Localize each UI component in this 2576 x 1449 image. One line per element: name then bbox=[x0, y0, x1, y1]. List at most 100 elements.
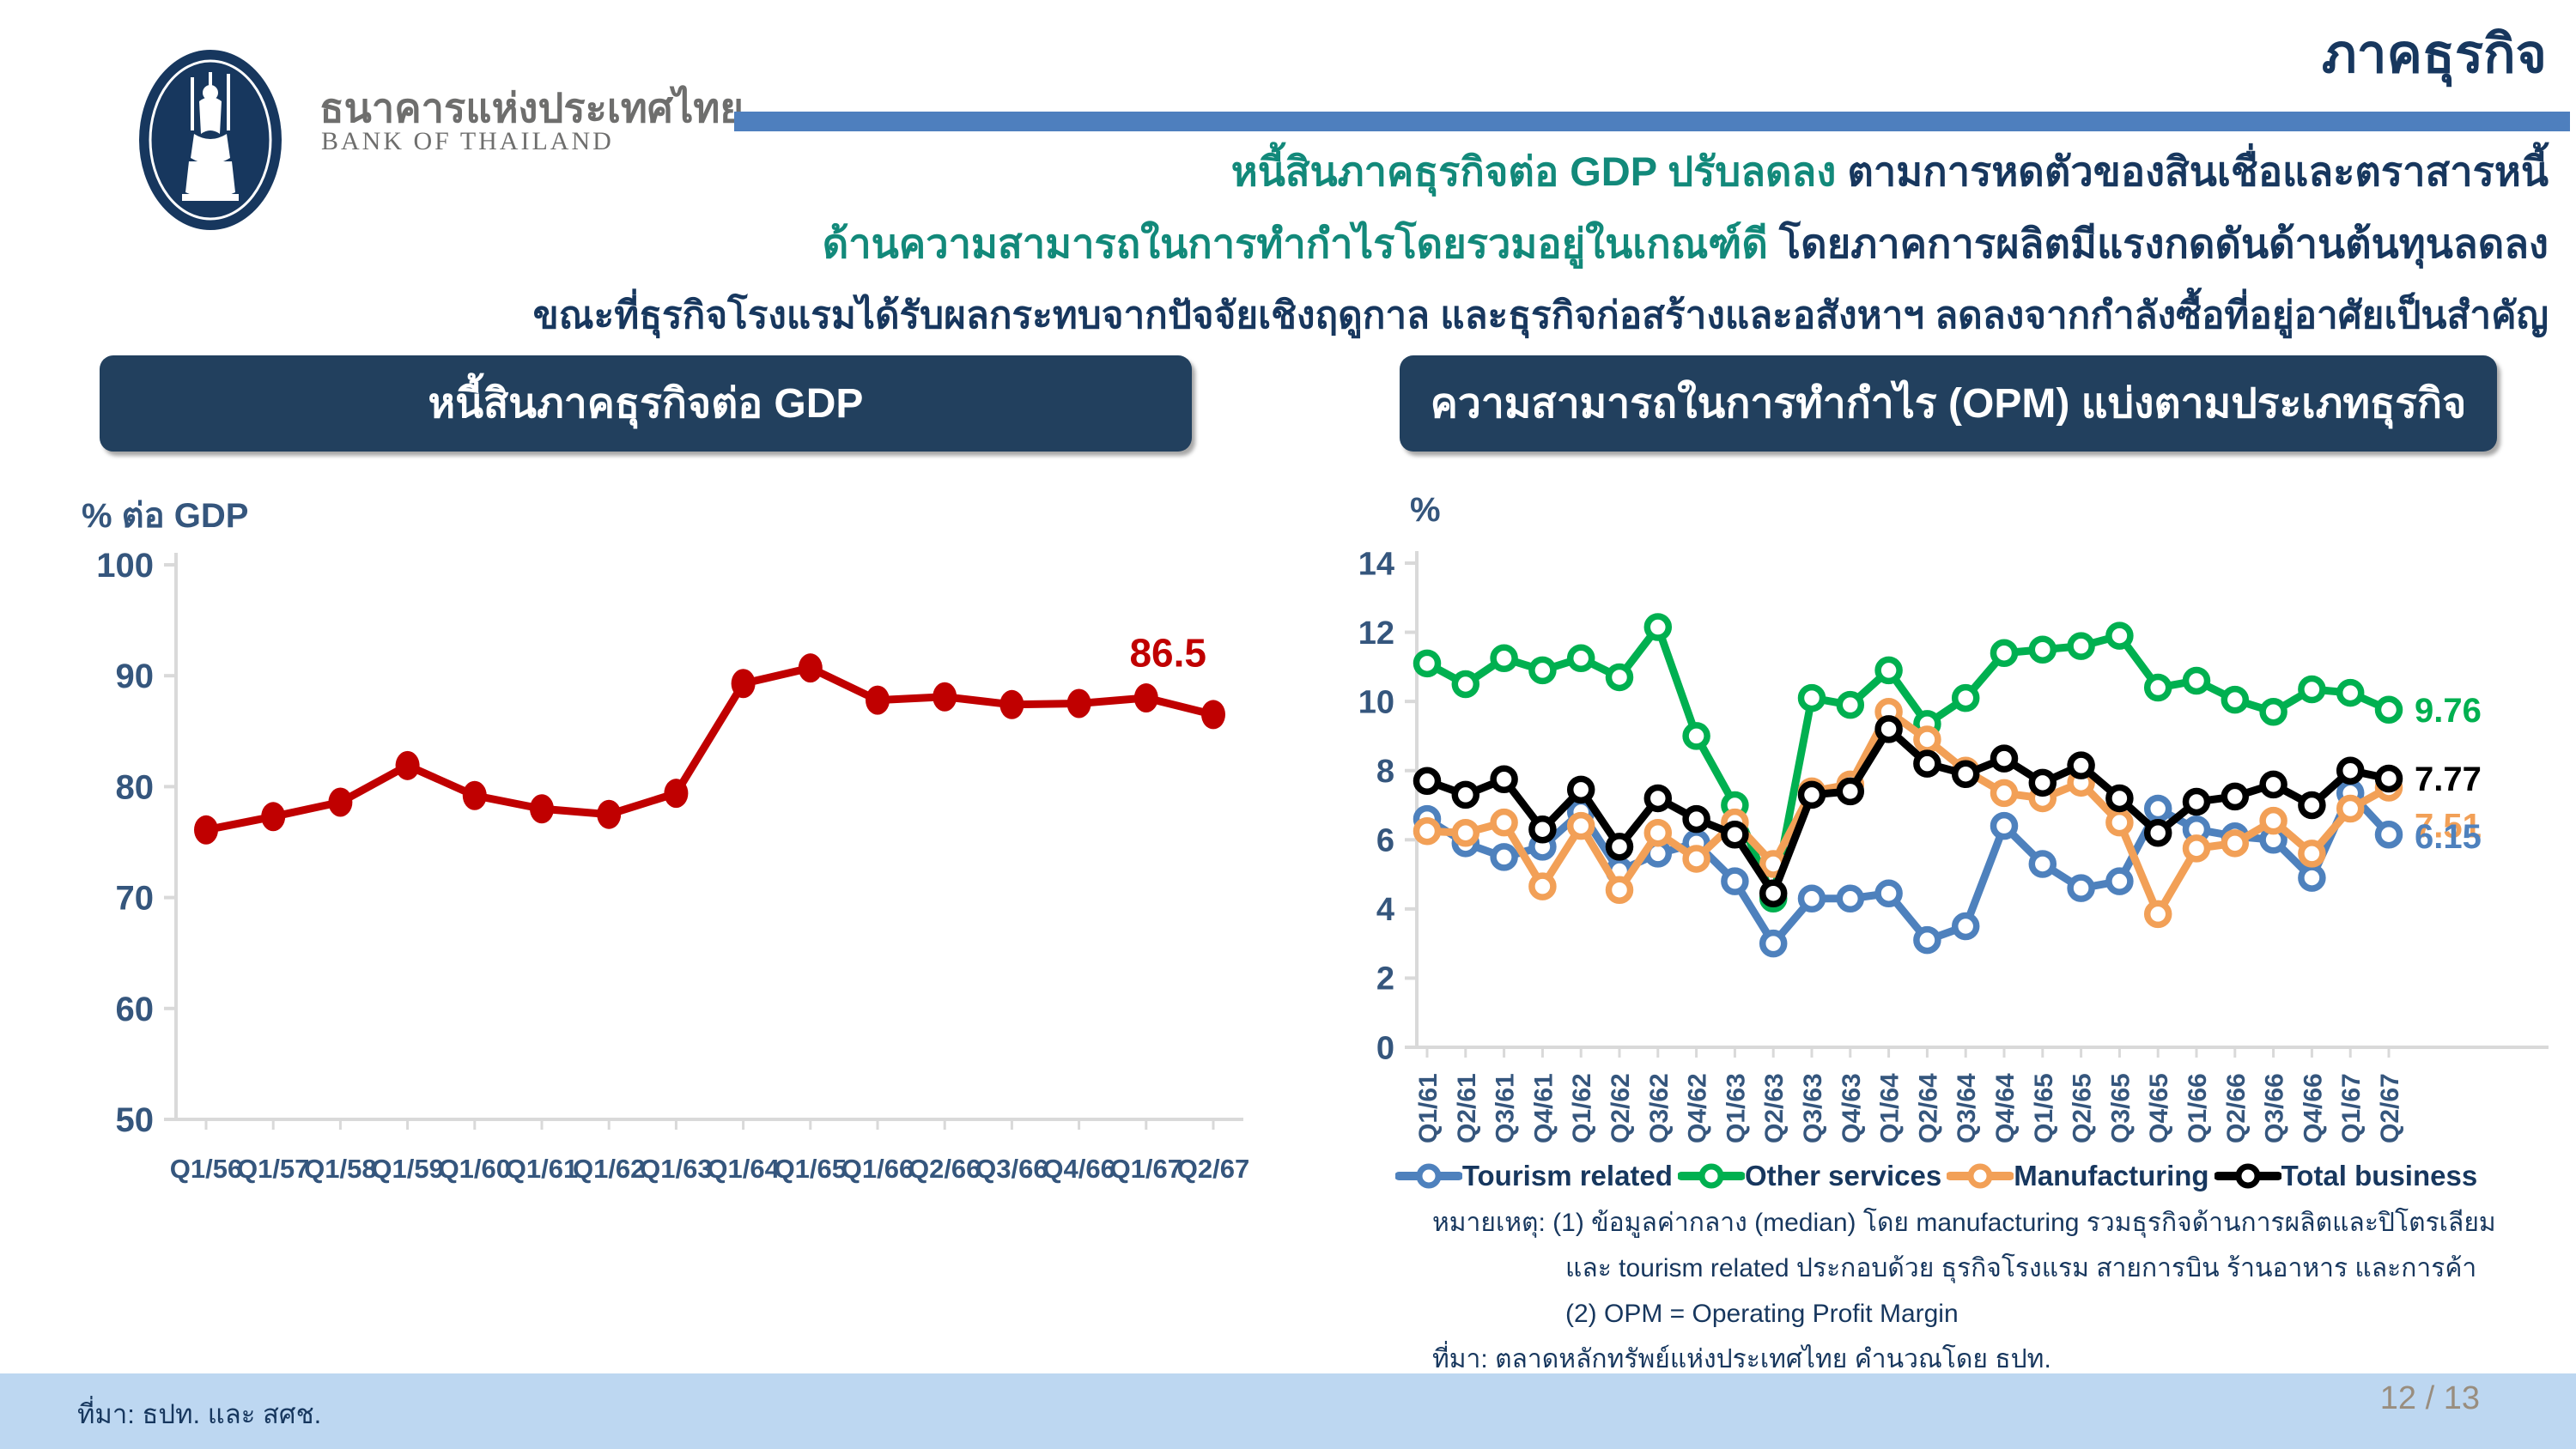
x-tick-label: Q3/63 bbox=[1799, 1073, 1827, 1143]
y-tick-label: 2 bbox=[1376, 961, 1394, 997]
legend-item: Manufacturing bbox=[1947, 1159, 2209, 1193]
x-tick-label: Q3/61 bbox=[1492, 1073, 1520, 1143]
x-tick-label: Q4/65 bbox=[2145, 1073, 2173, 1143]
x-tick-label: Q1/66 bbox=[841, 1154, 914, 1184]
x-tick-label: Q1/61 bbox=[1414, 1073, 1443, 1143]
x-tick-label: Q1/59 bbox=[371, 1154, 443, 1184]
headline-line-1: หนี้สินภาคธุรกิจต่อ GDP ปรับลดลง ตามการห… bbox=[533, 136, 2549, 208]
x-tick-label: Q4/64 bbox=[1991, 1073, 2020, 1143]
data-point bbox=[1528, 656, 1557, 685]
data-point bbox=[2374, 820, 2403, 849]
footnote-line: และ tourism related ประกอบด้วย ธุรกิจโรง… bbox=[1565, 1254, 2477, 1282]
data-point bbox=[1951, 912, 1980, 941]
footnotes-block: หมายเหตุ: (1) ข้อมูลค่ากลาง (median) โดย… bbox=[1432, 1200, 2496, 1382]
data-point bbox=[2182, 666, 2211, 695]
x-tick-label: Q2/63 bbox=[1760, 1073, 1789, 1143]
data-point bbox=[1490, 765, 1518, 794]
data-point bbox=[194, 815, 218, 845]
x-tick-label: Q3/66 bbox=[975, 1154, 1048, 1184]
data-point bbox=[1643, 784, 1673, 813]
data-point bbox=[1913, 925, 1941, 955]
footer-bar bbox=[0, 1373, 2576, 1449]
data-point bbox=[2067, 751, 2095, 779]
data-point bbox=[2067, 632, 2095, 660]
x-tick-label: Q1/64 bbox=[707, 1154, 780, 1184]
data-point bbox=[1951, 683, 1980, 712]
data-point bbox=[1990, 779, 2019, 808]
y-tick-label: 100 bbox=[96, 547, 154, 585]
x-tick-label: Q1/62 bbox=[573, 1154, 645, 1184]
headline-2-highlight: ด้านความสามารถในการทำกำไรโดยรวมอยู่ในเกณ… bbox=[822, 221, 1768, 266]
legend-item: Tourism related bbox=[1394, 1159, 1673, 1193]
y-tick-label: 50 bbox=[116, 1101, 155, 1139]
bank-name-thai: ธนาคารแห่งประเทศไทย bbox=[319, 85, 744, 130]
series-total-business bbox=[1413, 715, 2403, 907]
logo-inner-ring-icon bbox=[149, 59, 272, 221]
end-value-label: 7.51 bbox=[2415, 807, 2482, 845]
end-value-label: 9.76 bbox=[2415, 692, 2482, 730]
y-tick-label: 14 bbox=[1358, 546, 1394, 582]
x-tick-label: Q1/57 bbox=[237, 1154, 309, 1184]
left-chart-title-bar: หนี้สินภาคธุรกิจต่อ GDP bbox=[100, 355, 1192, 452]
x-tick-label: Q1/66 bbox=[2184, 1073, 2212, 1143]
data-point bbox=[2143, 818, 2172, 847]
y-tick-label: 70 bbox=[116, 880, 155, 918]
data-point bbox=[1721, 867, 1749, 895]
legend-marker-icon bbox=[1677, 1163, 1745, 1189]
x-tick-label: Q3/66 bbox=[2261, 1073, 2289, 1143]
data-point bbox=[664, 779, 689, 809]
x-tick-label: Q3/65 bbox=[2106, 1073, 2135, 1143]
data-point bbox=[731, 669, 756, 699]
data-point bbox=[1990, 639, 2019, 667]
headline-line-2: ด้านความสามารถในการทำกำไรโดยรวมอยู่ในเกณ… bbox=[533, 208, 2549, 280]
footnote-source: ที่มา: ตลาดหลักทรัพย์แห่งประเทศไทย คำนวณ… bbox=[1432, 1345, 2051, 1373]
legend-marker-icon bbox=[1394, 1163, 1462, 1189]
headline-2-rest: โดยภาคการผลิตมีแรงกดดันด้านต้นทุนลดลง bbox=[1767, 221, 2549, 266]
footnote-line: (2) OPM = Operating Profit Margin bbox=[1565, 1300, 1959, 1328]
series-manufacturing bbox=[1413, 697, 2403, 929]
data-point bbox=[1605, 833, 1634, 861]
data-point bbox=[2259, 697, 2287, 726]
data-point bbox=[328, 787, 353, 817]
data-point bbox=[530, 794, 554, 824]
x-tick-label: Q2/62 bbox=[1607, 1073, 1635, 1143]
data-point bbox=[1682, 845, 1710, 873]
data-point bbox=[2182, 834, 2211, 863]
data-point bbox=[1874, 656, 1903, 685]
data-point bbox=[1836, 777, 1865, 806]
legend-marker-icon bbox=[2214, 1163, 2281, 1189]
data-point bbox=[1451, 780, 1480, 809]
data-point bbox=[395, 750, 420, 780]
legend-item: Total business bbox=[2214, 1159, 2477, 1193]
data-point bbox=[462, 780, 487, 810]
data-point bbox=[866, 685, 890, 715]
data-point bbox=[1413, 816, 1442, 846]
series-line bbox=[202, 664, 1218, 834]
data-point bbox=[2298, 864, 2326, 892]
data-point bbox=[2336, 756, 2365, 785]
data-point bbox=[1066, 688, 1091, 718]
y-tick-label: 0 bbox=[1376, 1030, 1394, 1066]
data-point bbox=[1490, 808, 1518, 837]
data-point bbox=[1451, 670, 1480, 699]
x-tick-label: Q3/62 bbox=[1645, 1073, 1674, 1143]
x-tick-label: Q1/65 bbox=[775, 1154, 847, 1184]
x-tick-label: Q3/64 bbox=[1953, 1073, 1981, 1143]
data-point bbox=[1836, 884, 1865, 913]
data-point bbox=[1797, 884, 1826, 913]
footnote-line: หมายเหตุ: (1) ข้อมูลค่ากลาง (median) โดย… bbox=[1432, 1209, 2496, 1237]
data-point bbox=[1797, 683, 1826, 712]
legend-marker-icon bbox=[1947, 1163, 2014, 1189]
data-point bbox=[1566, 644, 1595, 673]
data-point bbox=[999, 689, 1024, 719]
y-tick-label: 4 bbox=[1376, 892, 1394, 928]
data-point bbox=[1133, 683, 1158, 713]
right-chart-title: ความสามารถในการทำกำไร (OPM) แบ่งตามประเภ… bbox=[1430, 381, 2467, 427]
bot-logo bbox=[139, 50, 282, 230]
data-point bbox=[933, 682, 957, 712]
bank-name-english: BANK OF THAILAND bbox=[321, 127, 614, 155]
data-point bbox=[1721, 820, 1749, 849]
data-point bbox=[2143, 900, 2172, 929]
headline-1-highlight: หนี้สินภาคธุรกิจต่อ GDP ปรับลดลง bbox=[1230, 149, 1837, 194]
data-point bbox=[2028, 768, 2057, 797]
